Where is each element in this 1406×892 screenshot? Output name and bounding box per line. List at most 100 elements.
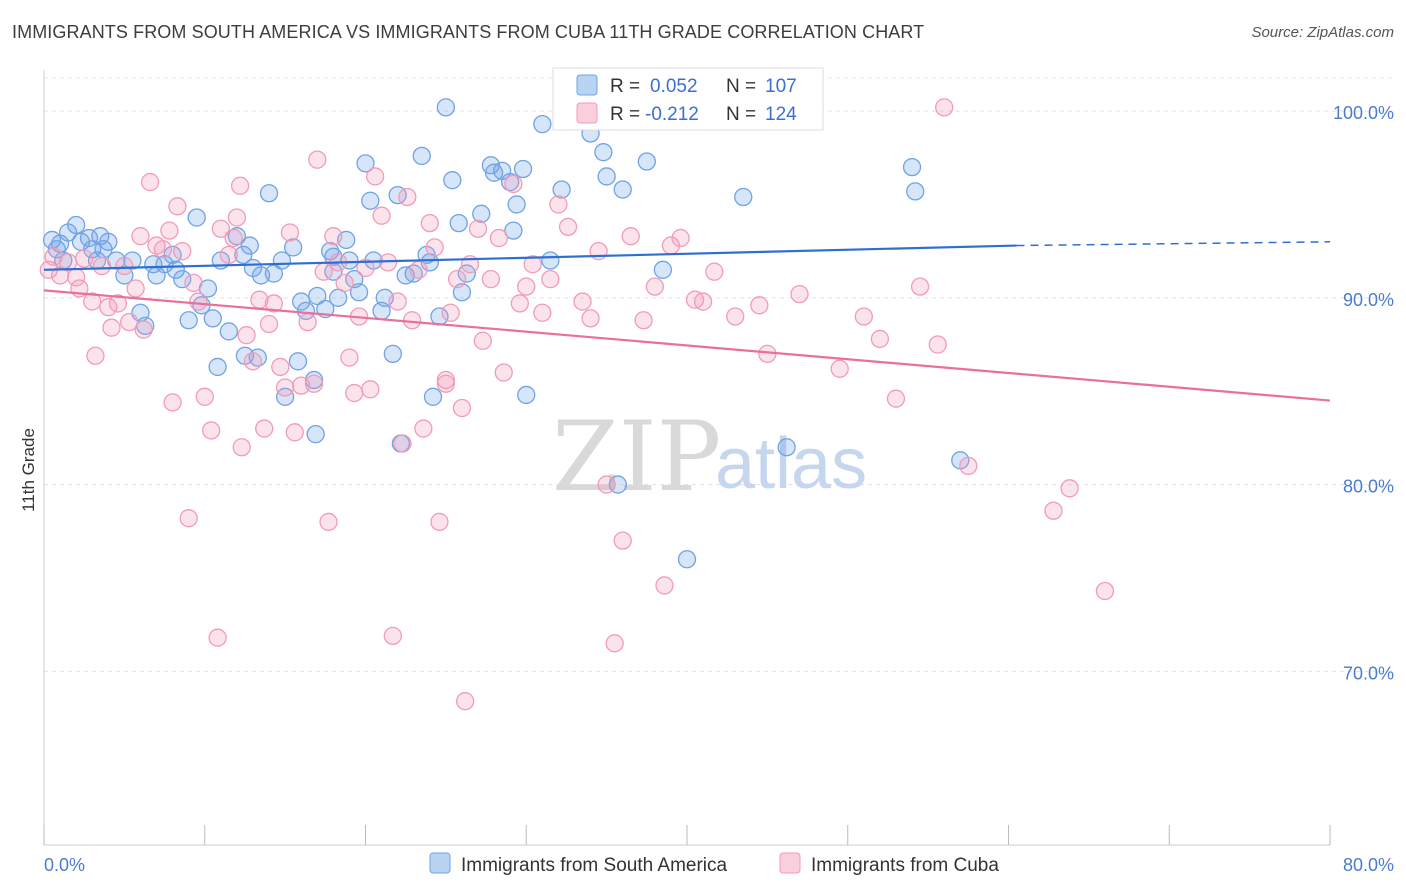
point-cuba bbox=[356, 258, 375, 278]
point-cuba bbox=[489, 228, 509, 248]
point-cuba bbox=[425, 238, 444, 257]
point-cuba bbox=[163, 393, 182, 412]
point-south-america bbox=[173, 270, 192, 289]
point-cuba bbox=[414, 419, 433, 438]
point-south-america bbox=[597, 167, 616, 186]
point-south-america bbox=[637, 152, 656, 171]
point-cuba bbox=[854, 307, 873, 326]
point-south-america bbox=[449, 213, 468, 233]
point-cuba bbox=[1044, 501, 1063, 520]
point-cuba bbox=[613, 531, 632, 550]
point-cuba bbox=[655, 576, 674, 595]
point-cuba bbox=[50, 266, 70, 285]
point-cuba bbox=[120, 312, 139, 332]
point-south-america bbox=[99, 232, 118, 251]
point-cuba bbox=[693, 292, 713, 311]
point-south-america bbox=[234, 245, 253, 265]
bottom-legend-swatch-pink bbox=[779, 852, 801, 874]
legend-r-value-blue: 0.052 bbox=[650, 76, 698, 97]
point-south-america bbox=[653, 260, 673, 279]
point-cuba bbox=[494, 363, 513, 382]
point-south-america bbox=[163, 245, 182, 265]
point-south-america bbox=[219, 322, 239, 341]
point-cuba bbox=[264, 294, 284, 313]
point-cuba bbox=[285, 423, 304, 442]
point-south-america bbox=[383, 344, 402, 364]
point-south-america bbox=[203, 309, 222, 328]
point-cuba bbox=[86, 346, 105, 365]
point-cuba bbox=[645, 277, 664, 296]
point-south-america bbox=[423, 387, 443, 406]
point-cuba bbox=[259, 314, 279, 334]
trend-line-south-america-extension bbox=[1016, 241, 1331, 247]
trend-line-cuba bbox=[43, 289, 1331, 402]
point-cuba bbox=[271, 357, 290, 377]
legend-r-label-blue: R = bbox=[610, 76, 640, 97]
point-cuba bbox=[184, 273, 203, 293]
point-cuba bbox=[393, 434, 412, 453]
point-cuba bbox=[436, 374, 456, 393]
point-cuba bbox=[705, 262, 724, 281]
point-south-america bbox=[533, 115, 552, 134]
point-cuba bbox=[75, 249, 94, 268]
point-south-america bbox=[349, 283, 369, 302]
legend-swatch-pink bbox=[576, 102, 598, 124]
point-cuba bbox=[870, 329, 890, 349]
point-cuba bbox=[275, 378, 295, 397]
bottom-legend-label-blue: Immigrants from South America bbox=[461, 855, 728, 876]
point-south-america bbox=[412, 146, 431, 166]
point-south-america bbox=[436, 98, 456, 117]
point-cuba bbox=[634, 311, 653, 330]
x-axis-ticks bbox=[43, 825, 1331, 845]
point-cuba bbox=[541, 270, 560, 289]
point-cuba bbox=[549, 195, 568, 214]
point-cuba bbox=[504, 174, 523, 194]
watermark-atlas: atlas bbox=[715, 424, 867, 504]
legend-n-value-blue: 107 bbox=[765, 76, 797, 97]
point-cuba bbox=[597, 475, 616, 494]
stats-legend-box bbox=[552, 67, 824, 131]
point-cuba bbox=[510, 294, 529, 313]
point-cuba bbox=[910, 277, 930, 296]
x-tick-label-min: 0.0% bbox=[44, 855, 85, 875]
point-cuba bbox=[173, 241, 192, 261]
point-cuba bbox=[195, 387, 214, 406]
point-south-america bbox=[552, 180, 571, 199]
y-axis-tick-labels: 100.0% 90.0% 80.0% 70.0% bbox=[1333, 103, 1394, 683]
y-tick-label: 80.0% bbox=[1343, 477, 1394, 497]
legend-n-label-pink: N = bbox=[726, 104, 756, 125]
point-cuba bbox=[409, 260, 428, 279]
point-cuba bbox=[365, 167, 385, 186]
point-south-america bbox=[292, 292, 311, 311]
point-cuba bbox=[314, 262, 333, 281]
point-cuba bbox=[115, 256, 134, 276]
point-cuba bbox=[92, 256, 112, 276]
point-cuba bbox=[304, 374, 324, 393]
point-south-america bbox=[504, 221, 523, 240]
point-cuba bbox=[232, 438, 251, 457]
point-south-america bbox=[259, 184, 279, 203]
point-cuba bbox=[134, 320, 153, 339]
point-cuba bbox=[398, 187, 417, 207]
point-south-america bbox=[288, 352, 308, 371]
watermark: ZIP atlas bbox=[552, 401, 867, 513]
point-south-america bbox=[443, 171, 462, 190]
point-cuba bbox=[523, 255, 542, 274]
point-cuba bbox=[456, 692, 475, 711]
legend-n-label-blue: N = bbox=[726, 76, 756, 97]
point-south-america bbox=[284, 238, 303, 257]
point-cuba bbox=[402, 311, 422, 330]
point-south-america bbox=[594, 143, 613, 162]
point-cuba bbox=[237, 326, 256, 345]
point-cuba bbox=[108, 294, 128, 313]
source-label: Source: ZipAtlas.com bbox=[1251, 24, 1394, 41]
watermark-zip: ZIP bbox=[552, 401, 721, 513]
point-cuba bbox=[224, 228, 243, 248]
point-cuba bbox=[208, 628, 227, 647]
point-south-america bbox=[79, 228, 99, 248]
point-south-america bbox=[208, 357, 227, 377]
point-south-america bbox=[187, 208, 206, 227]
gridlines bbox=[44, 77, 1394, 672]
point-cuba bbox=[1060, 479, 1079, 498]
point-south-america bbox=[361, 191, 380, 210]
